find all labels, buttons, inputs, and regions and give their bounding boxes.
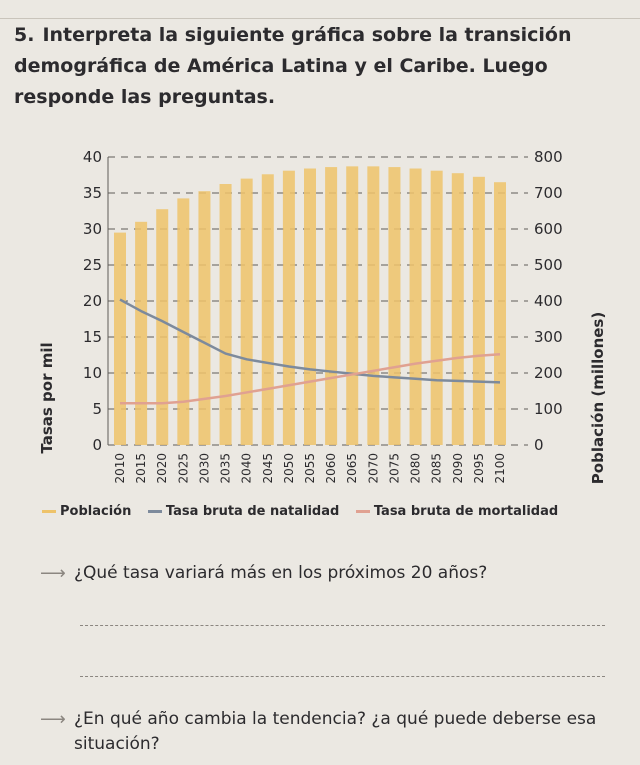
legend-label-mortalidad: Tasa bruta de mortalidad	[373, 504, 559, 519]
x-tick-label: 2020	[155, 453, 169, 484]
population-bar	[135, 221, 148, 445]
exercise-heading: 5. Interpreta la siguiente gráfica sobre …	[14, 20, 624, 113]
mortalidad-line	[120, 353, 501, 405]
left-axis-label: Tasas por mil	[38, 342, 56, 453]
left-tick-label: 15	[83, 328, 102, 346]
legend-item-poblacion: Población	[42, 504, 131, 519]
population-bar	[430, 170, 443, 445]
x-tick-label: 2030	[197, 453, 211, 484]
right-tick-label: 0	[534, 436, 544, 454]
left-tick-label: 20	[83, 292, 102, 310]
population-bar	[304, 168, 316, 445]
left-tick-label: 10	[83, 364, 102, 382]
population-bar	[156, 209, 169, 445]
arrow-icon: ⟶	[40, 563, 66, 584]
rate-lines	[119, 298, 501, 405]
population-bar	[451, 173, 464, 445]
chart-legend: Población Tasa bruta de natalidad Tasa b…	[42, 504, 570, 519]
population-bar	[177, 198, 190, 445]
x-tick-label: 2075	[387, 453, 401, 484]
population-bar	[219, 184, 232, 445]
x-tick-label: 2045	[261, 453, 275, 484]
x-tick-label: 2095	[472, 453, 486, 484]
right-tick-label: 800	[534, 148, 563, 166]
population-bar	[325, 167, 338, 445]
population-bars	[114, 166, 506, 446]
right-axis-label: Población (millones)	[589, 312, 607, 484]
left-tick-label: 25	[83, 256, 102, 274]
right-tick-label: 700	[534, 184, 563, 202]
population-bar	[409, 168, 422, 445]
population-bar	[240, 178, 253, 445]
population-bar	[282, 170, 295, 445]
question-1: ¿Qué tasa variará más en los próximos 20…	[74, 563, 488, 583]
x-tick-label: 2065	[345, 453, 359, 484]
population-bar	[494, 182, 506, 445]
answer-line-1[interactable]	[80, 625, 605, 626]
x-tick-label: 2025	[176, 453, 190, 484]
x-tick-label: 2080	[409, 453, 423, 484]
legend-swatch-mortalidad	[355, 510, 370, 513]
left-tick-label: 0	[92, 436, 102, 454]
left-tick-label: 40	[83, 148, 102, 166]
right-tick-label: 100	[534, 400, 563, 418]
population-bar	[367, 166, 380, 446]
x-tick-label: 2035	[219, 453, 233, 484]
natalidad-line	[119, 298, 501, 384]
population-bar	[261, 174, 274, 445]
right-tick-label: 500	[534, 256, 563, 274]
question-2: ¿En qué año cambia la tendencia? ¿a qué …	[74, 709, 597, 754]
x-tick-label: 2060	[324, 453, 338, 484]
x-tick-label: 2070	[366, 453, 380, 484]
population-bar	[472, 176, 485, 446]
arrow-icon: ⟶	[40, 709, 66, 730]
x-tick-label: 2050	[282, 453, 296, 484]
legend-item-natalidad: Tasa bruta de natalidad	[147, 504, 340, 519]
exercise-number: 5.	[14, 24, 35, 46]
legend-label-natalidad: Tasa bruta de natalidad	[165, 504, 340, 519]
x-tick-label: 2085	[430, 453, 444, 484]
x-tick-label: 2100	[493, 453, 507, 484]
right-tick-label: 300	[534, 328, 563, 346]
x-tick-label: 2055	[303, 453, 317, 484]
x-tick-label: 2015	[134, 453, 148, 484]
x-axis-ticks: 2010 2015 2020 2025 2030 2035 2040 2045 2050 2055…	[113, 453, 507, 484]
answer-line-2[interactable]	[80, 676, 605, 677]
right-axis-ticks: 0 100 200 300 400 500 600 700 800	[534, 148, 563, 454]
population-bar	[114, 232, 126, 445]
legend-label-poblacion: Población	[60, 504, 132, 519]
population-bar	[198, 191, 211, 445]
left-tick-label: 35	[83, 184, 102, 202]
legend-swatch-natalidad	[147, 510, 162, 513]
legend-swatch-poblacion	[42, 510, 56, 513]
x-tick-label: 2090	[451, 453, 465, 484]
exercise-instruction: Interpreta la siguiente gráfica sobre la…	[14, 24, 572, 108]
page-top-border	[0, 0, 640, 19]
x-tick-label: 2010	[113, 453, 127, 484]
population-bar	[346, 166, 359, 446]
population-bar	[388, 167, 401, 445]
left-tick-label: 30	[83, 220, 102, 238]
right-tick-label: 200	[534, 364, 563, 382]
left-tick-label: 5	[92, 400, 102, 418]
left-axis-ticks: 0 5 10 15 20 25 30 35 40	[83, 148, 102, 454]
x-tick-label: 2040	[240, 453, 254, 484]
legend-item-mortalidad: Tasa bruta de mortalidad	[355, 504, 559, 519]
right-tick-label: 400	[534, 292, 563, 310]
right-tick-label: 600	[534, 220, 563, 238]
